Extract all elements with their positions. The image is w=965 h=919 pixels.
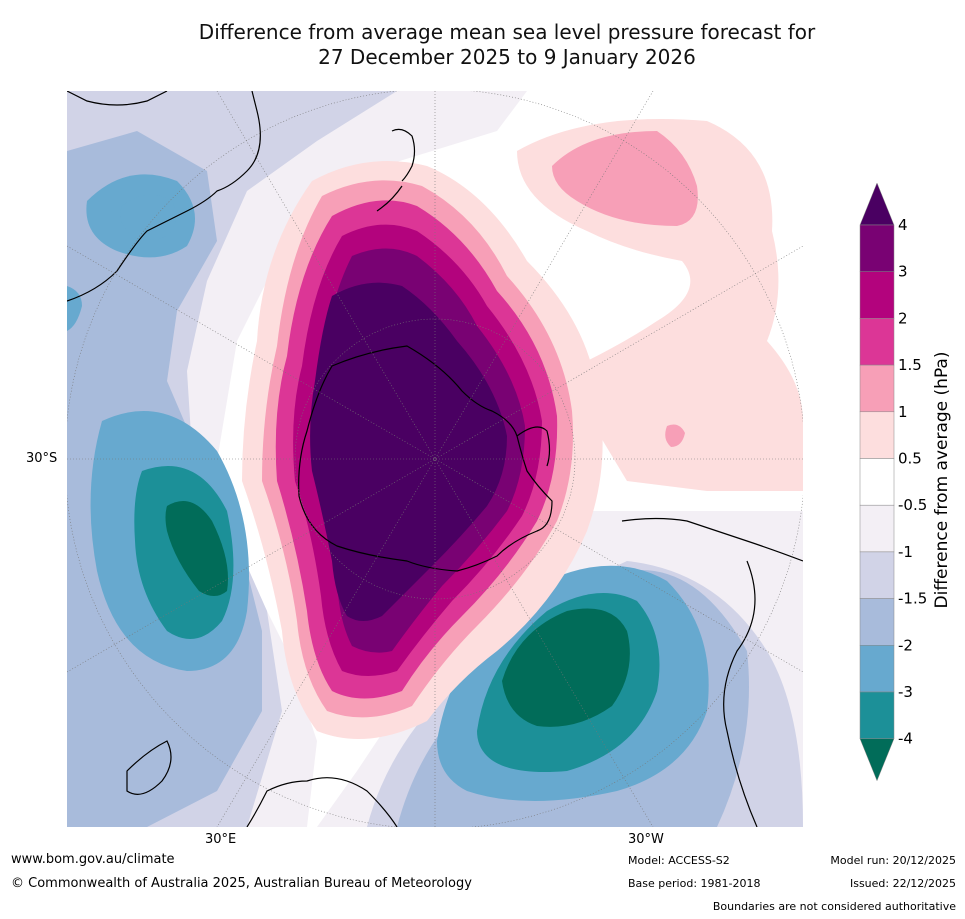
graticule-meridian-60e: [67, 245, 803, 673]
title-line-2: 27 December 2025 to 9 January 2026: [318, 45, 696, 69]
colorbar-swatch: [859, 224, 895, 272]
colorbar-tick-label: 0.5: [898, 450, 922, 468]
coastline-madagascar: [126, 740, 172, 795]
anomaly-map: [67, 91, 803, 827]
contour-level-neg4-atlantic: [502, 608, 630, 727]
south-pacific-positive-anomaly: [517, 119, 803, 491]
footer-copyright: © Commonwealth of Australia 2025, Austra…: [11, 876, 472, 891]
contour-level-neg3-north: [120, 194, 176, 240]
colorbar-tick-label: -2: [898, 636, 913, 654]
footer-base-period: Base period: 1981-2018: [628, 877, 761, 890]
coastline-south-america: [621, 517, 803, 562]
colorbar-swatch: [859, 458, 895, 506]
colorbar-tick-label: 1.5: [898, 356, 922, 374]
lat-label-30s: 30°S: [26, 451, 58, 466]
colorbar-swatch: [859, 182, 895, 226]
coastline-australia: [67, 91, 261, 302]
coastlines: [67, 91, 803, 827]
footer-model-run: Model run: 20/12/2025: [830, 854, 956, 867]
contour-level-pos1-small: [665, 424, 685, 447]
coastline-new-zealand-south: [376, 185, 403, 212]
contour-level-pos05-pacific: [517, 119, 803, 491]
colorbar-swatch: [859, 411, 895, 459]
graticule-meridian-60w: [67, 245, 803, 673]
title-line-1: Difference from average mean sea level p…: [198, 20, 816, 44]
graticule: [67, 91, 803, 827]
colorbar-swatch: [859, 645, 895, 693]
lon-label-30e: 30°E: [205, 832, 237, 847]
colorbar-tick-label: 2: [898, 309, 908, 327]
contour-level-neg4: [165, 501, 228, 596]
colorbar-swatch: [859, 271, 895, 319]
lon-label-30w: 30°W: [628, 832, 664, 847]
colorbar-swatch: [859, 364, 895, 413]
colorbar-tick-label: 1: [898, 403, 908, 421]
colorbar-swatch: [859, 738, 895, 782]
footer-model: Model: ACCESS-S2: [628, 854, 730, 867]
atlantic-negative-anomaly: [317, 511, 803, 827]
chart-title: Difference from average mean sea level p…: [67, 20, 947, 70]
colorbar-tick-label: -3: [898, 683, 913, 701]
coastline-south-america-east: [723, 560, 758, 827]
contour-level-pos1-pacific: [552, 131, 698, 226]
indian-ocean-negative-anomaly: [67, 91, 527, 827]
colorbar-swatch: [859, 598, 895, 646]
footer-disclaimer: Boundaries are not considered authoritat…: [712, 900, 956, 913]
coastline-africa: [246, 777, 398, 827]
colorbar-tick-label: -0.5: [898, 496, 927, 514]
colorbar-tick-label: 3: [898, 263, 908, 281]
footer-issued: Issued: 22/12/2025: [849, 877, 956, 890]
colorbar-tick-label: -4: [898, 730, 913, 748]
antarctic-positive-anomaly: [242, 161, 603, 739]
colorbar-swatch: [859, 691, 895, 739]
colorbar: 4 3 2 1.5 1 0.5 -0.5 -1 -1.5 -2 -3 -4 Difference fr…: [859, 182, 952, 782]
colorbar-tick-label: -1.5: [898, 590, 927, 608]
coastline-antarctica: [298, 345, 553, 572]
coastline-new-zealand-north: [391, 128, 416, 182]
coastline-antarctic-peninsula: [516, 426, 551, 467]
colorbar-tick-label: -1: [898, 543, 913, 561]
coastline-australia-north: [67, 91, 168, 106]
contour-level-pos4: [310, 282, 507, 621]
colorbar-swatch: [859, 504, 895, 553]
colorbar-label: Difference from average (hPa): [932, 352, 952, 609]
footer-url[interactable]: www.bom.gov.au/climate: [11, 852, 175, 867]
colorbar-tick-label: 4: [898, 216, 908, 234]
colorbar-swatch: [859, 318, 895, 366]
colorbar-swatch: [859, 551, 895, 599]
